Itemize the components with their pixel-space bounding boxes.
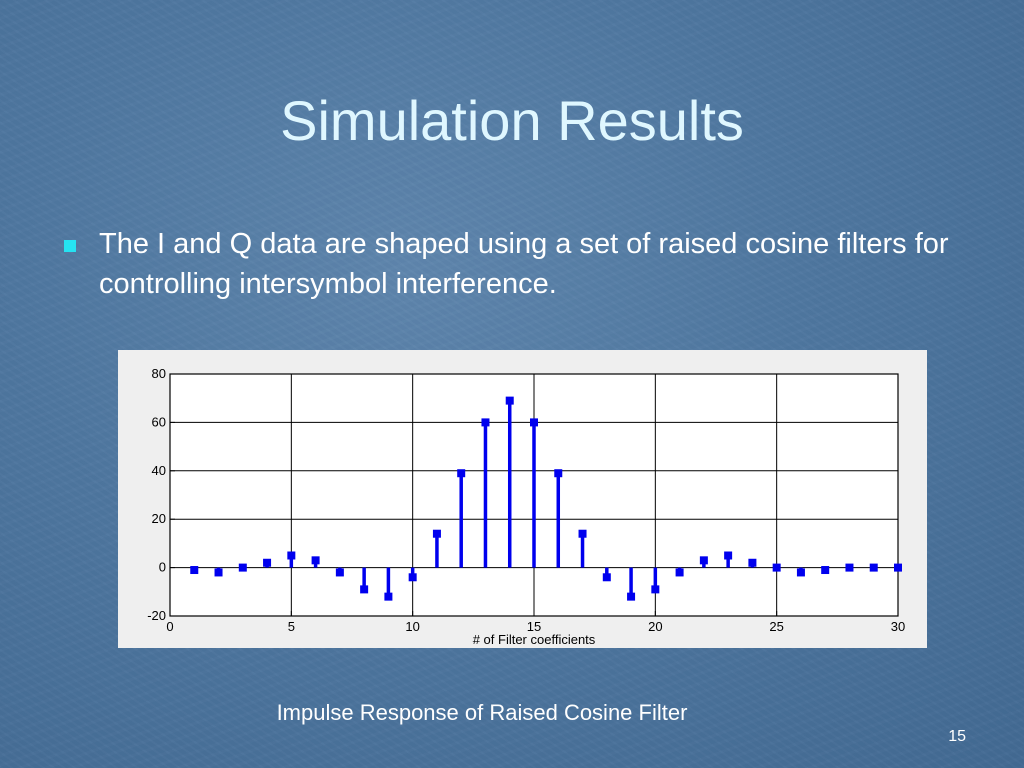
stem-marker: [311, 556, 320, 565]
y-tick-label: 0: [159, 560, 166, 575]
stem-marker: [869, 563, 878, 572]
x-axis-label: # of Filter coefficients: [473, 632, 596, 647]
stem-marker: [699, 556, 708, 565]
stem-marker: [287, 551, 296, 560]
x-tick-label: 20: [648, 619, 662, 634]
bullet-square-icon: [64, 240, 76, 252]
x-tick-label: 15: [527, 619, 541, 634]
x-tick-label: 0: [166, 619, 173, 634]
stem-marker: [554, 469, 563, 478]
stem-marker: [724, 551, 733, 560]
stem-marker: [481, 418, 490, 427]
stem-marker: [675, 568, 684, 577]
stem-marker: [627, 592, 636, 601]
stem-marker: [384, 592, 393, 601]
x-tick-label: 30: [891, 619, 905, 634]
y-tick-label: 40: [152, 463, 166, 478]
stem-marker: [748, 558, 757, 567]
stem-marker: [845, 563, 854, 572]
chart-panel: 0 5 10 15 20 25 30 -20 0 20 40 60 80 # of Filter coef…: [118, 350, 927, 648]
stem-marker: [894, 563, 902, 572]
chart-caption: Impulse Response of Raised Cosine Filter: [276, 700, 688, 725]
stem-marker: [263, 558, 272, 567]
slide-title: Simulation Results: [280, 89, 744, 152]
x-tick-label: 25: [769, 619, 783, 634]
x-tick-label: 5: [288, 619, 295, 634]
stem-marker: [408, 573, 417, 582]
stem-marker: [530, 418, 538, 427]
x-tick-label: 10: [405, 619, 419, 634]
bullet-text: The I and Q data are shaped using a set …: [99, 228, 949, 300]
stem-marker: [360, 585, 369, 594]
stem-marker: [335, 568, 344, 577]
stem-marker: [602, 573, 611, 582]
stem-marker: [505, 396, 514, 405]
y-tick-label: 20: [152, 511, 166, 526]
stem-marker: [432, 529, 441, 538]
y-tick-label: 60: [152, 414, 166, 429]
stem-marker: [238, 563, 247, 572]
stem-marker: [578, 529, 587, 538]
stem-marker: [214, 568, 223, 577]
slide-number: 15: [948, 728, 966, 745]
stem-marker: [821, 566, 830, 575]
stem-marker: [457, 469, 466, 478]
stem-marker: [190, 566, 199, 575]
y-tick-label: -20: [147, 608, 166, 623]
stem-marker: [651, 585, 660, 594]
stem-marker: [796, 568, 805, 577]
stem-marker: [772, 563, 781, 572]
y-tick-label: 80: [152, 366, 166, 381]
